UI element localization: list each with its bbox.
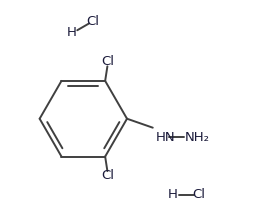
Text: H: H [168, 188, 178, 201]
Text: NH₂: NH₂ [185, 131, 210, 144]
Text: Cl: Cl [192, 188, 205, 201]
Text: Cl: Cl [101, 55, 114, 68]
Text: H: H [67, 26, 77, 39]
Text: HN: HN [156, 131, 176, 144]
Text: Cl: Cl [86, 15, 99, 28]
Text: Cl: Cl [101, 169, 114, 182]
